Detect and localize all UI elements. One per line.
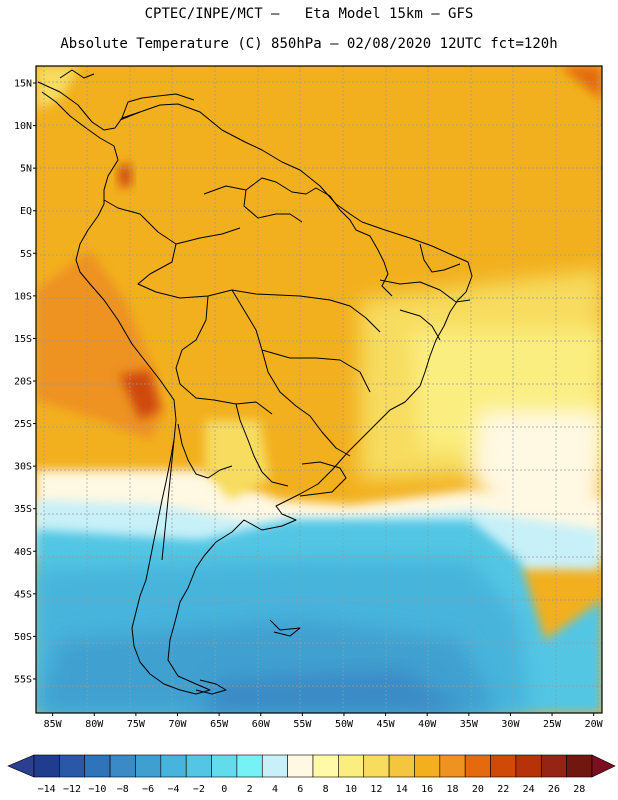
colorbar-swatch [490,754,517,778]
colorbar-label: 22 [497,784,509,795]
lon-label: 85W [44,719,63,730]
lon-label: 60W [252,719,271,730]
lat-label: 40S [14,547,32,558]
colorbar-label: −4 [167,784,179,795]
lat-label: 55S [14,674,32,685]
colorbar-swatch [84,754,111,778]
colorbar-swatch [414,754,441,778]
lat-label: 20S [14,376,32,387]
colorbar-label: 6 [297,784,303,795]
colorbar-swatch [185,754,212,778]
map-frame [35,65,603,714]
lat-label: 15N [14,79,32,90]
colorbar-swatch [388,754,415,778]
temperature-field [36,66,602,713]
colorbar-underflow-triangle [7,754,35,778]
lat-label: 10S [14,291,32,302]
colorbar-label: 4 [272,784,278,795]
colorbar-swatch [236,754,263,778]
colorbar-label: −10 [88,784,106,795]
colorbar-label: −14 [38,784,56,795]
colorbar-swatch [566,754,593,778]
lon-label: 75W [127,719,146,730]
colorbar-swatch [338,754,365,778]
lon-label: 55W [293,719,312,730]
colorbar-swatch [287,754,314,778]
colorbar-label: 10 [345,784,357,795]
colorbar-label: 16 [421,784,433,795]
colorbar-label: 28 [573,784,585,795]
lat-label: 35S [14,504,32,515]
colorbar-label: −8 [117,784,129,795]
colorbar-swatch [261,754,288,778]
colorbar-swatch [439,754,466,778]
lon-label: 65W [210,719,229,730]
colorbar-label: −12 [63,784,81,795]
colorbar-swatch [59,754,86,778]
colorbar: −14 −12 −10 −8 −6 −4 −2 0 2 4 6 8 10 12 14 16 18 20 22 24 26… [7,754,616,795]
colorbar-swatch [135,754,162,778]
lat-label: 50S [14,632,32,643]
map-title-line1: CPTEC/INPE/MCT – Eta Model 15km – GFS [144,6,474,22]
map-title-line2: Absolute Temperature (C) 850hPa – 02/08/… [60,36,558,52]
axis-ticks: 15N 10N 5N EQ 5S 10S 15S 20S 25S 30S 35S 40S 45S 50S 5… [14,79,604,730]
lat-label: 45S [14,589,32,600]
colorbar-overflow-triangle [591,754,616,778]
colorbar-label: 0 [221,784,227,795]
lon-label: 35W [460,719,479,730]
colorbar-label: 8 [323,784,329,795]
colorbar-label: 20 [472,784,484,795]
colorbar-label: −6 [142,784,154,795]
lon-label: 30W [501,719,520,730]
colorbar-swatch [160,754,187,778]
lon-label: 70W [168,719,187,730]
lat-label: 5S [20,249,32,260]
colorbar-label: 24 [523,784,535,795]
lat-label: EQ [20,206,32,217]
colorbar-swatch [109,754,136,778]
lat-label: 25S [14,419,32,430]
colorbar-label: 2 [247,784,253,795]
lon-label: 50W [335,719,354,730]
lon-label: 25W [543,719,562,730]
colorbar-swatch [540,754,567,778]
coastlines-borders [37,69,473,695]
lat-label: 10N [14,121,32,132]
colorbar-swatch [312,754,339,778]
colorbar-label: 14 [396,784,408,795]
colorbar-label: 12 [370,784,382,795]
lat-label: 30S [14,462,32,473]
colorbar-swatch [515,754,542,778]
colorbar-label: 26 [548,784,560,795]
colorbar-label: 18 [446,784,458,795]
lon-label: 40W [418,719,437,730]
colorbar-label: −2 [193,784,205,795]
lon-label: 80W [85,719,104,730]
colorbar-swatch [464,754,491,778]
lon-label: 45W [377,719,396,730]
lat-label: 5N [20,164,32,175]
lon-label: 20W [585,719,604,730]
colorbar-swatch [211,754,238,778]
colorbar-swatch [363,754,390,778]
lat-label: 15S [14,334,32,345]
colorbar-swatch [33,754,60,778]
